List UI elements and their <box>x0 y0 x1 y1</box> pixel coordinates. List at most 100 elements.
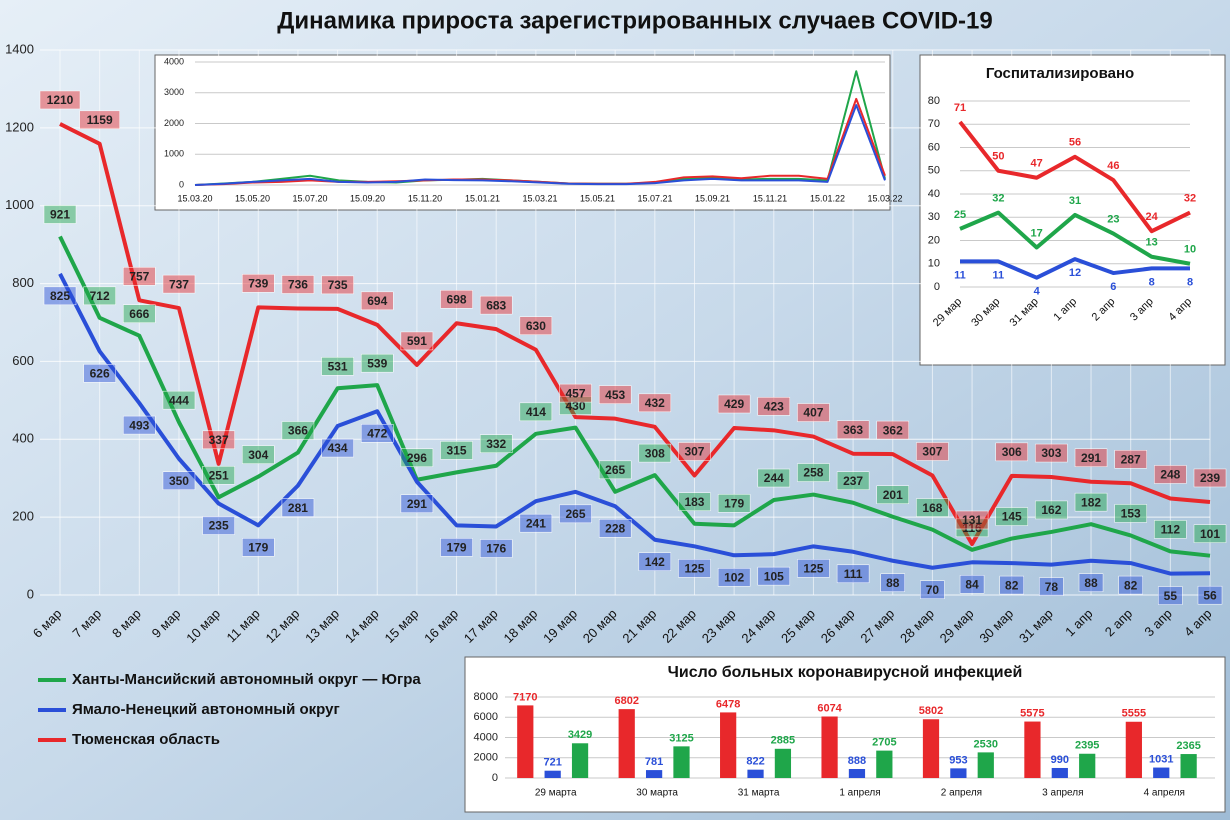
data-label: 2365 <box>1176 740 1200 752</box>
y-tick-label: 8000 <box>474 691 498 703</box>
y-tick-label: 30 <box>928 211 940 223</box>
data-label: 307 <box>684 445 704 459</box>
label-box <box>202 466 235 485</box>
data-label: 145 <box>1002 510 1022 524</box>
data-label: 432 <box>645 396 665 410</box>
y-tick-label: 0 <box>492 772 498 784</box>
y-tick-label: 4000 <box>164 56 184 66</box>
y-tick-label: 50 <box>928 165 940 177</box>
data-label: 825 <box>50 289 70 303</box>
data-label: 12 <box>1069 267 1081 279</box>
data-label: 179 <box>447 540 467 554</box>
data-label: 444 <box>169 393 189 407</box>
data-label: 78 <box>1045 580 1059 594</box>
x-tick-label: 15.01.22 <box>810 193 845 203</box>
label-box <box>321 275 354 295</box>
x-tick-label: 15.11.21 <box>753 193 787 203</box>
bar <box>618 709 635 778</box>
label-box <box>559 504 592 524</box>
label-box <box>1154 465 1187 484</box>
data-label: 666 <box>129 307 149 321</box>
data-label: 182 <box>1081 495 1101 509</box>
label-box <box>43 205 77 224</box>
y-tick-label: 0 <box>179 179 184 189</box>
label-box <box>1158 586 1183 605</box>
bar <box>1153 767 1170 778</box>
data-label: 591 <box>407 334 427 348</box>
x-tick-label: 1 апреля <box>839 788 880 799</box>
data-label: 626 <box>90 366 110 380</box>
label-box <box>999 575 1024 595</box>
data-label: 142 <box>645 555 665 569</box>
label-box <box>43 286 77 306</box>
label-box <box>678 559 711 578</box>
bar <box>517 705 534 778</box>
data-label: 23 <box>1107 213 1119 225</box>
data-label: 5575 <box>1020 707 1044 719</box>
y-tick-label: 400 <box>12 431 34 446</box>
bar <box>1125 721 1142 778</box>
label-box <box>757 397 791 416</box>
label-box <box>880 573 906 592</box>
label-box <box>638 552 672 571</box>
series-line <box>958 120 1191 234</box>
data-label: 429 <box>724 397 744 411</box>
y-tick-label: 2000 <box>164 118 184 128</box>
data-label: 112 <box>1161 523 1181 537</box>
x-tick-label: 15.01.21 <box>465 193 500 203</box>
data-label: 265 <box>566 507 586 521</box>
data-label: 739 <box>248 276 268 290</box>
data-label: 116 <box>962 521 982 535</box>
data-label: 539 <box>367 356 387 370</box>
y-tick-label: 40 <box>928 188 940 200</box>
label-box <box>479 434 513 454</box>
label-box <box>242 274 275 293</box>
data-label: 82 <box>1005 578 1019 592</box>
chart-title: Динамика прироста зарегистрированных слу… <box>277 7 992 34</box>
data-label: 55 <box>1164 589 1178 603</box>
data-label: 10 <box>1184 244 1196 256</box>
y-tick-label: 3000 <box>164 87 184 97</box>
data-label: 888 <box>848 755 866 767</box>
y-tick-label: 1000 <box>164 149 184 159</box>
bar <box>645 770 663 778</box>
y-tick-label: 600 <box>12 353 34 368</box>
label-box <box>959 575 985 594</box>
label-box <box>360 353 394 373</box>
data-label: 235 <box>209 519 229 533</box>
y-tick-label: 1400 <box>5 41 34 56</box>
bar <box>821 716 838 778</box>
label-box <box>1035 443 1068 463</box>
label-box <box>598 518 632 538</box>
data-label: 6802 <box>614 695 638 707</box>
label-box <box>360 291 394 311</box>
label-box <box>281 421 315 440</box>
label-box <box>797 403 830 422</box>
label-box <box>1078 573 1104 592</box>
label-box <box>678 442 711 461</box>
data-label: 736 <box>288 278 308 292</box>
y-tick-label: 2000 <box>474 752 498 764</box>
x-tick-label: 15.03.21 <box>522 193 557 203</box>
x-tick-label: 4 апреля <box>1144 788 1185 799</box>
y-tick-label: 60 <box>928 141 940 153</box>
x-tick-label: 31 марта <box>738 788 780 799</box>
label-box <box>1154 520 1187 539</box>
label-box <box>281 275 315 294</box>
label-box <box>281 498 315 517</box>
label-box <box>202 430 235 450</box>
data-label: 84 <box>965 577 979 591</box>
bar <box>950 768 967 778</box>
label-box <box>400 494 434 513</box>
data-label: 414 <box>526 405 546 419</box>
label-box <box>797 559 830 578</box>
data-label: 363 <box>843 423 863 437</box>
data-label: 8 <box>1149 276 1155 288</box>
data-label: 56 <box>1069 137 1081 149</box>
data-label: 70 <box>926 583 940 597</box>
data-label: 13 <box>1146 237 1158 249</box>
label-box <box>321 438 354 458</box>
data-label: 228 <box>605 521 625 535</box>
label-box <box>717 394 751 414</box>
data-label: 7170 <box>513 691 537 703</box>
